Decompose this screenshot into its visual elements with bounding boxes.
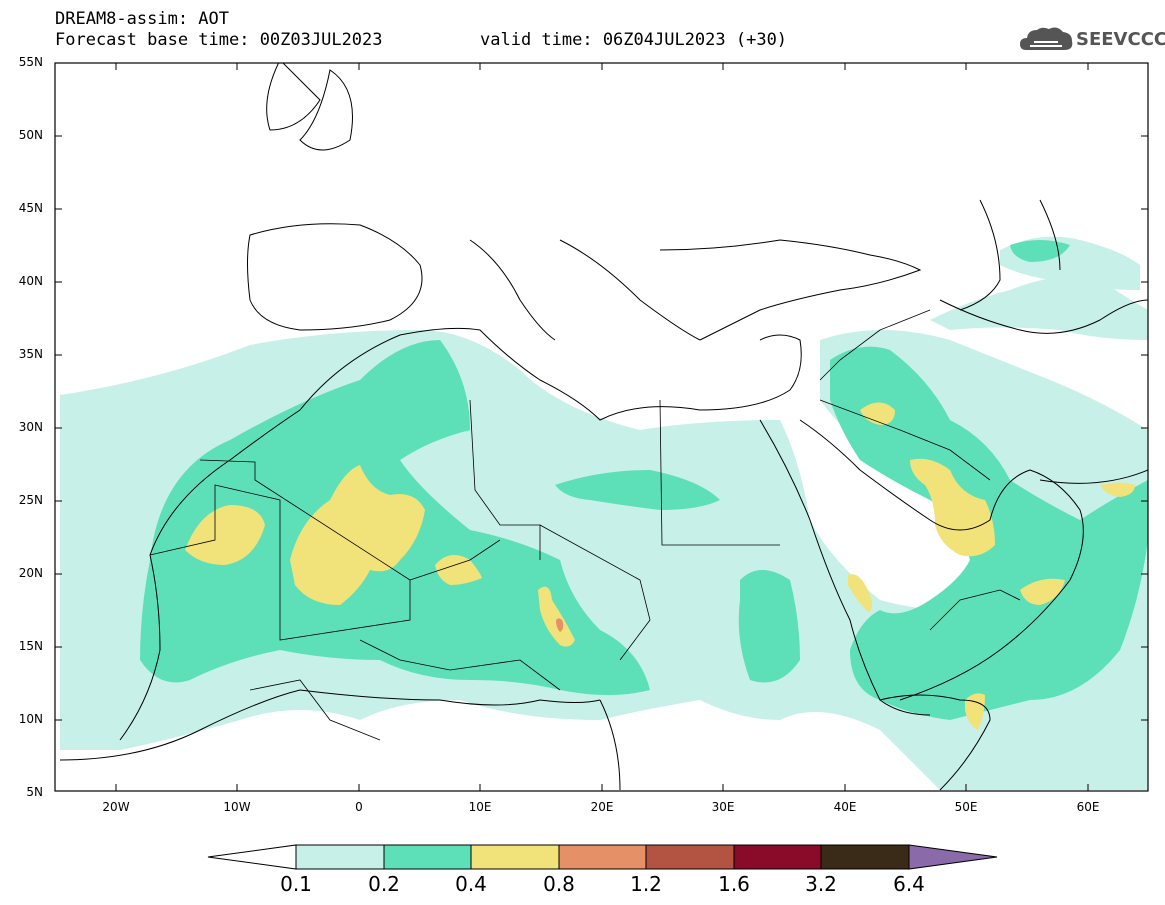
colorbar-label: 1.2 <box>630 872 662 896</box>
colorbar <box>207 844 998 870</box>
lon-label: 20E <box>590 800 614 814</box>
lon-label: 10W <box>223 800 251 814</box>
lat-label: 30N <box>18 420 43 434</box>
lat-label: 35N <box>18 347 43 361</box>
lat-label: 55N <box>18 55 43 69</box>
colorbar-swatch-3 <box>558 844 647 870</box>
aot-level-0-4 <box>185 402 1135 730</box>
lon-label: 40E <box>833 800 857 814</box>
colorbar-label: 0.8 <box>543 872 575 896</box>
colorbar-label: 1.6 <box>718 872 750 896</box>
lon-label: 0 <box>355 800 363 814</box>
lat-label: 10N <box>18 712 43 726</box>
colorbar-under-arrow <box>207 844 297 870</box>
colorbar-label: 0.2 <box>368 872 400 896</box>
valid-time: valid time: 06Z04JUL2023 (+30) <box>480 30 788 50</box>
lon-label: 50E <box>954 800 978 814</box>
forecast-base-time: Forecast base time: 00Z03JUL2023 <box>55 30 383 50</box>
logo-text: SEEVCCC <box>1076 29 1165 50</box>
lat-label: 40N <box>18 274 43 288</box>
country-borders <box>149 309 1021 741</box>
lon-label: 30E <box>711 800 735 814</box>
axis-ticks <box>55 62 1148 791</box>
colorbar-over-arrow <box>908 844 998 870</box>
lat-label: 20N <box>18 566 43 580</box>
colorbar-swatch-4 <box>645 844 735 870</box>
coastlines <box>59 63 1148 791</box>
cloud-icon <box>1020 27 1073 50</box>
map-title: DREAM8-assim: AOT <box>55 9 229 29</box>
colorbar-label: 6.4 <box>893 872 925 896</box>
lon-label: 60E <box>1076 800 1100 814</box>
colorbar-swatch-5 <box>733 844 822 870</box>
colorbar-swatch-2 <box>470 844 560 870</box>
lat-label: 50N <box>18 128 43 142</box>
aot-level-0-8 <box>556 618 564 632</box>
colorbar-swatch-1 <box>383 844 472 870</box>
seevccc-logo: SEEVCCC <box>1018 22 1165 58</box>
colorbar-swatch-0 <box>295 844 385 870</box>
lat-label: 45N <box>18 201 43 215</box>
lon-label: 10E <box>468 800 492 814</box>
lon-label: 20W <box>102 800 130 814</box>
colorbar-swatch-6 <box>820 844 910 870</box>
lat-label: 25N <box>18 493 43 507</box>
colorbar-label: 3.2 <box>805 872 837 896</box>
colorbar-label: 0.1 <box>280 872 312 896</box>
colorbar-label: 0.4 <box>455 872 487 896</box>
lat-label: 15N <box>18 639 43 653</box>
aot-field <box>55 63 1148 791</box>
lat-label: 5N <box>26 785 43 799</box>
